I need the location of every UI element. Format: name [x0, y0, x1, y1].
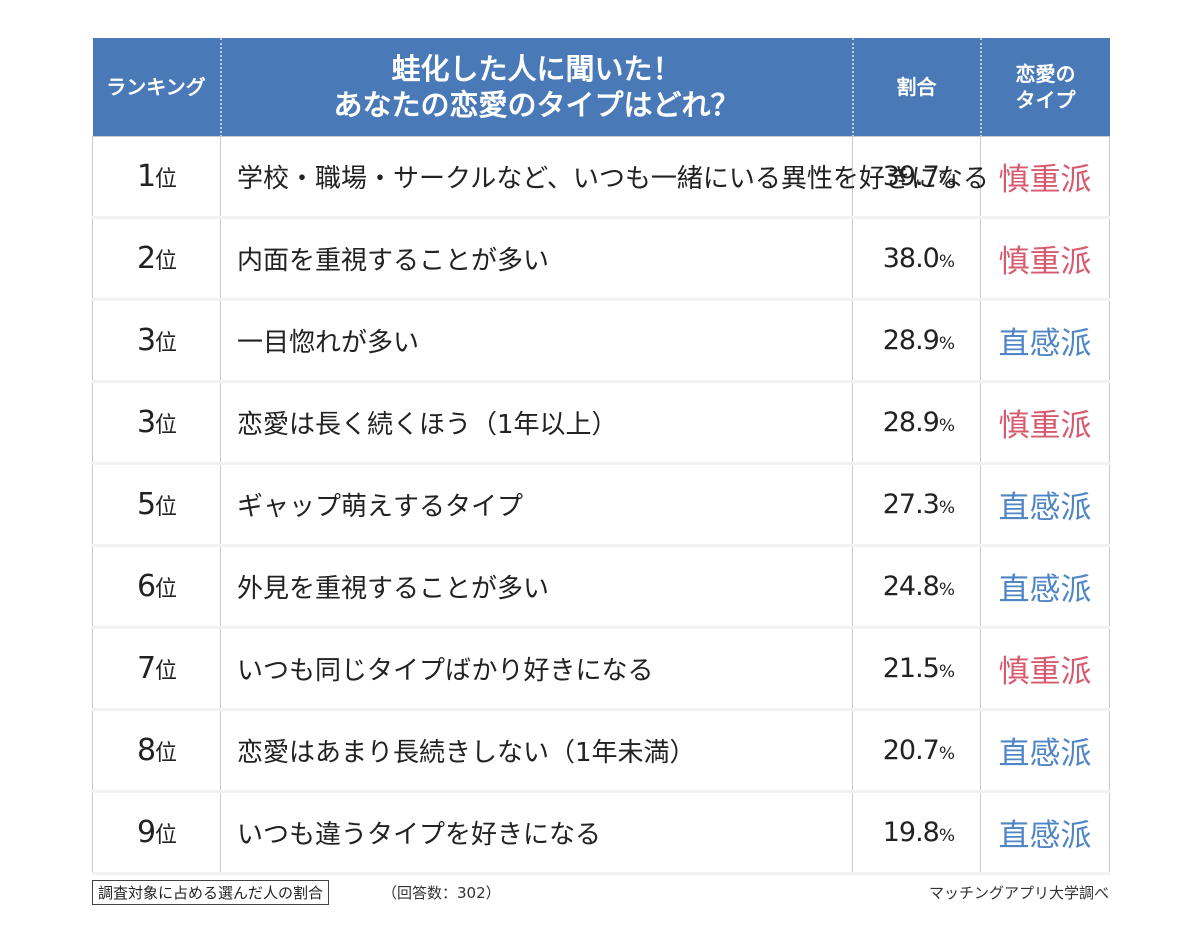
percentage-value: 38.0 [882, 243, 940, 274]
rank-unit: 位 [155, 167, 177, 192]
type-cell: 直感派 [980, 299, 1110, 382]
rank-cell: 1位 [92, 136, 221, 218]
percentage-cell: 19.8% [852, 791, 981, 874]
item-cell: 学校・職場・サークルなど、いつも一緒にいる異性を好きになる [220, 136, 989, 218]
rank-number: 5 [136, 487, 156, 522]
title-line-2: あなたの恋愛のタイプはどれ？ [333, 88, 740, 122]
percent-unit: % [938, 252, 955, 272]
note-label: 調査対象に占める選んだ人の割合 [92, 880, 330, 905]
percentage-value: 28.9 [882, 325, 940, 356]
rank-unit: 位 [155, 413, 177, 438]
rank-cell: 6位 [92, 545, 221, 628]
rank-unit: 位 [155, 249, 177, 274]
table-row: 9位 いつも違うタイプを好きになる 19.8% 直感派 [92, 791, 1110, 874]
rank-cell: 3位 [92, 381, 221, 464]
rank-number: 3 [136, 405, 156, 440]
rank-number: 9 [136, 815, 156, 850]
rank-unit: 位 [155, 331, 177, 356]
table-row: 7位 いつも同じタイプばかり好きになる 21.5% 慎重派 [92, 627, 1110, 710]
percent-unit: % [938, 498, 955, 518]
table-row: 1位 学校・職場・サークルなど、いつも一緒にいる異性を好きになる 39.7% 慎重派 [92, 136, 1110, 218]
table-row: 2位 内面を重視することが多い 38.0% 慎重派 [92, 217, 1110, 300]
rank-unit: 位 [155, 741, 177, 766]
percentage-cell: 20.7% [852, 709, 981, 792]
item-cell: 一目惚れが多い [220, 299, 853, 382]
percentage-value: 28.9 [882, 407, 940, 438]
percentage-value: 20.7 [882, 735, 940, 766]
rank-cell: 9位 [92, 791, 221, 874]
rank-number: 8 [136, 733, 156, 768]
ranking-table: ランキング 蛙化した人に聞いた！ あなたの恋愛のタイプはどれ？ 割合 恋愛の タ… [92, 38, 1110, 875]
footer: 調査対象に占める選んだ人の割合 （回答数：302） マッチングアプリ大学調べ [92, 876, 1109, 906]
percentage-value: 39.7 [882, 161, 940, 192]
table-header: ランキング 蛙化した人に聞いた！ あなたの恋愛のタイプはどれ？ 割合 恋愛の タ… [92, 38, 1110, 137]
type-cell: 慎重派 [980, 627, 1110, 710]
rank-cell: 8位 [92, 709, 221, 792]
type-cell: 直感派 [980, 463, 1110, 546]
item-cell: いつも同じタイプばかり好きになる [220, 627, 853, 710]
percentage-value: 19.8 [882, 817, 940, 848]
percentage-cell: 27.3% [852, 463, 981, 546]
type-cell: 直感派 [980, 791, 1110, 874]
type-line-2: タイプ [1015, 88, 1076, 112]
percentage-cell: 28.9% [852, 299, 981, 382]
type-cell: 直感派 [980, 545, 1110, 628]
percentage-cell: 24.8% [852, 545, 981, 628]
rank-number: 3 [136, 323, 156, 358]
respondent-count: （回答数：302） [382, 884, 501, 902]
table-row: 6位 外見を重視することが多い 24.8% 直感派 [92, 545, 1110, 628]
item-cell: ギャップ萌えするタイプ [220, 463, 853, 546]
table-row: 5位 ギャップ萌えするタイプ 27.3% 直感派 [92, 463, 1110, 546]
type-cell: 慎重派 [980, 381, 1110, 464]
rank-number: 7 [136, 651, 156, 686]
type-cell: 直感派 [980, 709, 1110, 792]
rank-number: 6 [136, 569, 156, 604]
item-cell: いつも違うタイプを好きになる [220, 791, 853, 874]
rank-cell: 5位 [92, 463, 221, 546]
percent-unit: % [938, 334, 955, 354]
header-rank: ランキング [92, 38, 221, 137]
item-cell: 恋愛はあまり長続きしない（1年未満） [220, 709, 853, 792]
rank-number: 1 [136, 159, 156, 194]
rank-cell: 7位 [92, 627, 221, 710]
header-title: 蛙化した人に聞いた！ あなたの恋愛のタイプはどれ？ [219, 38, 853, 137]
rank-cell: 2位 [92, 217, 221, 300]
header-percentage: 割合 [851, 38, 981, 137]
percent-unit: % [938, 580, 955, 600]
table-body: 1位 学校・職場・サークルなど、いつも一緒にいる異性を好きになる 39.7% 慎重派 2… [92, 136, 1110, 874]
title-line-1: 蛙化した人に聞いた！ [391, 52, 682, 86]
type-line-1: 恋愛の [1015, 62, 1076, 86]
table-row: 8位 恋愛はあまり長続きしない（1年未満） 20.7% 直感派 [92, 709, 1110, 792]
table-row: 3位 一目惚れが多い 28.9% 直感派 [92, 299, 1110, 382]
rank-cell: 3位 [92, 299, 221, 382]
percentage-cell: 28.9% [852, 381, 981, 464]
percentage-value: 21.5 [882, 653, 940, 684]
rank-unit: 位 [155, 823, 177, 848]
header-type: 恋愛の タイプ [979, 38, 1110, 137]
source-credit: マッチングアプリ大学調べ [928, 884, 1109, 902]
item-cell: 内面を重視することが多い [220, 217, 853, 300]
percent-unit: % [938, 170, 955, 190]
percentage-cell: 21.5% [852, 627, 981, 710]
rank-number: 2 [136, 241, 156, 276]
rank-unit: 位 [155, 659, 177, 684]
percent-unit: % [938, 662, 955, 682]
type-cell: 慎重派 [980, 136, 1110, 218]
ranking-table-container: ランキング 蛙化した人に聞いた！ あなたの恋愛のタイプはどれ？ 割合 恋愛の タ… [92, 38, 1110, 875]
percent-unit: % [938, 416, 955, 436]
item-cell: 外見を重視することが多い [220, 545, 853, 628]
percentage-value: 24.8 [882, 571, 940, 602]
type-cell: 慎重派 [980, 217, 1110, 300]
item-cell: 恋愛は長く続くほう（1年以上） [220, 381, 853, 464]
percentage-cell: 38.0% [852, 217, 981, 300]
percentage-value: 27.3 [882, 489, 940, 520]
percent-unit: % [938, 826, 955, 846]
percent-unit: % [938, 744, 955, 764]
table-row: 3位 恋愛は長く続くほう（1年以上） 28.9% 慎重派 [92, 381, 1110, 464]
rank-unit: 位 [155, 495, 177, 520]
rank-unit: 位 [155, 577, 177, 602]
percentage-cell: 39.7% [852, 136, 981, 218]
